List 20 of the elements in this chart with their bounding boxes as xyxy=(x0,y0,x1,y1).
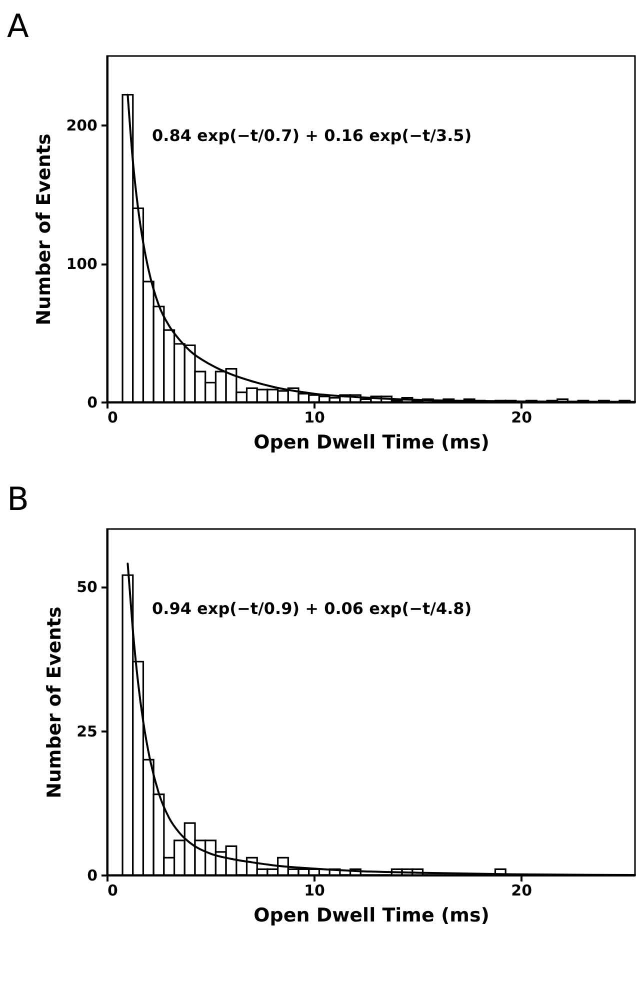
x-tick-label: 20 xyxy=(511,408,532,426)
x-axis-title: Open Dwell Time (ms) xyxy=(254,432,490,454)
chart-title: A xyxy=(7,7,29,45)
chart-title: B xyxy=(7,480,29,518)
annotation: 0.84 exp(−t/0.7) + 0.16 exp(−t/3.5) xyxy=(152,126,472,145)
y-tick-label: 25 xyxy=(76,722,98,740)
y-axis-title: Number of Events xyxy=(44,606,66,798)
x-tick-label: 20 xyxy=(511,882,532,900)
x-axis-title: Open Dwell Time (ms) xyxy=(254,904,490,926)
annotation: 0.94 exp(−t/0.9) + 0.06 exp(−t/4.8) xyxy=(152,599,472,618)
x-tick-label: 10 xyxy=(304,882,325,900)
x-tick-label: 0 xyxy=(108,882,118,900)
y-tick-label: 0 xyxy=(87,866,98,884)
y-tick-label: 100 xyxy=(66,255,98,274)
y-tick-label: 50 xyxy=(76,578,98,596)
x-tick-label: 0 xyxy=(108,408,118,426)
y-axis-title: Number of Events xyxy=(33,134,56,326)
x-tick-label: 10 xyxy=(304,408,325,426)
y-tick-label: 200 xyxy=(66,116,98,135)
y-tick-label: 0 xyxy=(87,394,98,412)
